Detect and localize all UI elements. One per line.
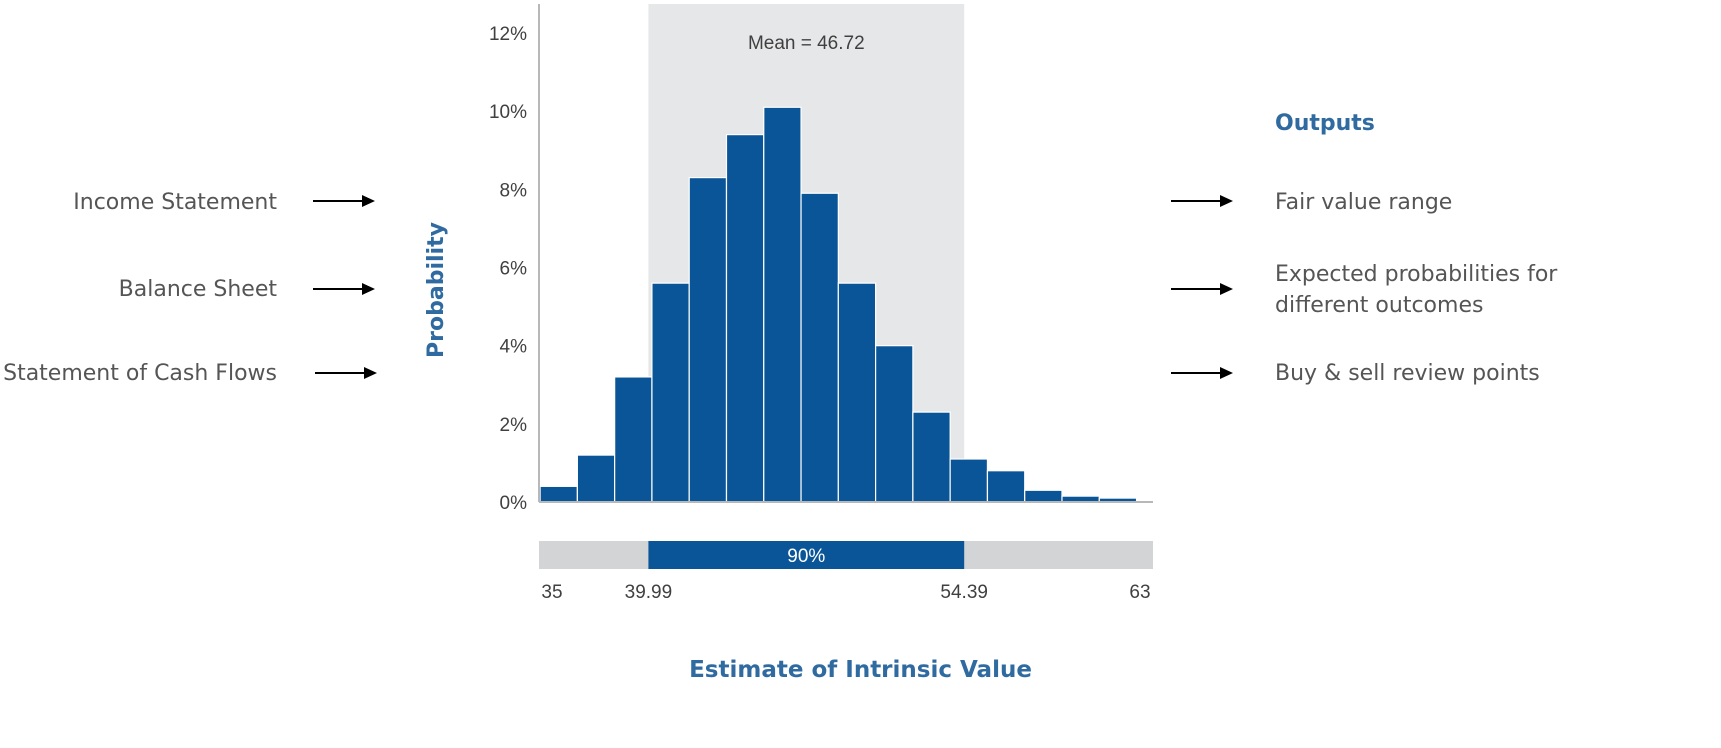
- y-tick-label: 8%: [500, 180, 528, 201]
- output-label-buy-sell-points: Buy & sell review points: [1275, 361, 1540, 386]
- y-tick-label: 2%: [500, 415, 528, 436]
- arrow-right-icon: [313, 195, 375, 207]
- range-label: 63: [1129, 582, 1150, 603]
- input-label-balance-sheet: Balance Sheet: [118, 277, 277, 302]
- histogram-bar: [725, 134, 765, 503]
- output-label-expected-probabilities: Expected probabilities for different out…: [1275, 262, 1558, 318]
- arrow-right-icon: [315, 367, 377, 379]
- range-label: 39.99: [625, 582, 673, 603]
- histogram-bar: [576, 454, 616, 503]
- histogram-bar: [688, 177, 728, 503]
- range-label: 54.39: [940, 582, 988, 603]
- arrow-right-icon: [1171, 367, 1233, 379]
- y-axis-title: Probability: [424, 222, 449, 358]
- x-axis-title: Estimate of Intrinsic Value: [689, 657, 1032, 683]
- y-tick-label: 6%: [500, 259, 528, 280]
- y-tick-label: 12%: [489, 24, 527, 45]
- output-label-fair-value-range: Fair value range: [1275, 190, 1453, 215]
- histogram-bar: [539, 485, 578, 503]
- histogram-bar: [912, 411, 951, 503]
- y-tick-label: 4%: [500, 337, 528, 358]
- range-bar-interval: [648, 541, 965, 569]
- histogram-bar: [949, 458, 989, 503]
- input-label-income-statement: Income Statement: [73, 190, 277, 215]
- range-labels: 35 39.99 54.39 63: [541, 582, 1150, 603]
- range-label: 35: [541, 582, 562, 603]
- histogram-bar: [986, 470, 1026, 503]
- histogram-bar: [875, 345, 914, 503]
- mean-label: Mean = 46.72: [748, 33, 865, 54]
- arrow-right-icon: [1171, 283, 1233, 295]
- histogram-bar: [614, 376, 653, 503]
- y-tick-labels: 0% 2% 4% 6% 8% 10% 12%: [489, 24, 527, 514]
- arrow-right-icon: [1171, 195, 1233, 207]
- y-tick-label: 0%: [500, 493, 528, 514]
- histogram-bar: [1024, 489, 1063, 503]
- arrow-right-icon: [313, 283, 375, 295]
- y-tick-label: 10%: [489, 102, 527, 123]
- histogram-bar: [651, 282, 690, 503]
- histogram-bars: [539, 106, 1138, 503]
- outputs-heading: Outputs: [1275, 111, 1375, 136]
- histogram-bar: [763, 106, 802, 503]
- input-label-cash-flows: Statement of Cash Flows: [3, 361, 277, 386]
- histogram-bar: [837, 282, 877, 503]
- histogram-bar: [800, 192, 839, 503]
- range-bar-percent: 90%: [787, 546, 825, 567]
